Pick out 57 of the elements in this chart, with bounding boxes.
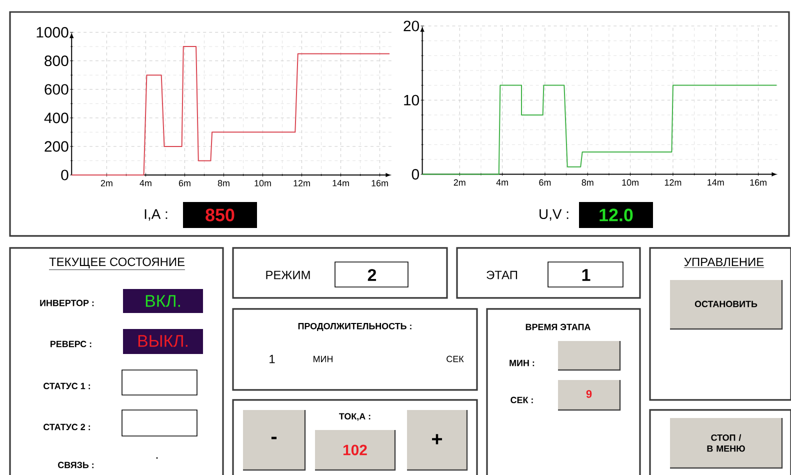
text: ПРОДОЛЖИТЕЛЬНОСТЬ :	[298, 322, 412, 332]
text: ТЕКУЩЕЕ СОСТОЯНИЕ	[49, 258, 184, 268]
text: ТОК,А :	[339, 413, 370, 421]
y-tick-label: 800	[44, 56, 68, 66]
x-tick-label: 4m	[496, 179, 508, 186]
text: СЕК :	[510, 396, 533, 404]
text: 850	[206, 208, 234, 222]
text: ИНВЕРТОР :	[40, 300, 94, 306]
y-tick-label: 10	[404, 94, 420, 106]
x-tick-label: 4m	[140, 180, 152, 186]
text: 1	[270, 354, 275, 364]
text: 9	[586, 390, 592, 398]
y-tick-label: 1000	[36, 26, 68, 38]
text: УПРАВЛЕНИЕ	[684, 258, 764, 266]
text: РЕЖИМ	[266, 270, 310, 280]
text: -	[271, 436, 277, 440]
text: ВРЕМЯ ЭТАПА	[526, 324, 590, 330]
text: 1	[582, 269, 590, 281]
text: ЭТАП	[486, 270, 518, 280]
text: 102	[343, 444, 367, 456]
text: .	[156, 457, 158, 459]
y-tick-label: 20	[404, 20, 420, 32]
text: МИН	[314, 356, 332, 362]
text: 12.0	[600, 208, 633, 222]
x-tick-label: 6m	[539, 179, 551, 186]
y-tick-label: 200	[44, 141, 68, 152]
x-tick-label: 8m	[582, 179, 594, 186]
y-tick-label: 600	[44, 84, 68, 95]
text: РЕВЕРС :	[50, 340, 92, 348]
x-tick-label: 10m	[254, 180, 271, 186]
x-tick-label: 14m	[708, 179, 724, 186]
text: СВЯЗЬ :	[58, 462, 94, 468]
x-tick-label: 10m	[622, 179, 638, 186]
text: СТАТУС 1 :	[44, 382, 90, 390]
text: 2	[368, 269, 376, 281]
text: ОСТАНОВИТЬ	[694, 300, 758, 308]
x-tick-label: 14m	[332, 180, 349, 186]
x-tick-label: 12m	[664, 179, 682, 186]
text: I,A :	[144, 209, 168, 221]
y-tick-label: 400	[44, 112, 68, 124]
x-tick-label: 6m	[178, 180, 190, 186]
text: ВКЛ.	[146, 295, 180, 307]
x-tick-label: 8m	[218, 180, 230, 186]
text: U,V :	[540, 209, 568, 221]
text: СТОП / В МЕНЮ	[707, 434, 745, 452]
text: СТАТУС 2 :	[44, 424, 90, 430]
x-tick-label: 16m	[372, 180, 388, 186]
x-tick-label: 12m	[294, 180, 310, 186]
x-tick-label: 2m	[100, 180, 112, 186]
text: СЕК	[446, 356, 464, 362]
y-tick-label: 0	[412, 168, 420, 180]
x-tick-label: 2m	[454, 179, 466, 186]
text: МИН :	[510, 360, 534, 366]
text: +	[432, 434, 442, 444]
x-tick-label: 16m	[750, 179, 766, 186]
y-tick-label: 0	[61, 170, 68, 180]
text: ВЫКЛ.	[138, 335, 188, 347]
